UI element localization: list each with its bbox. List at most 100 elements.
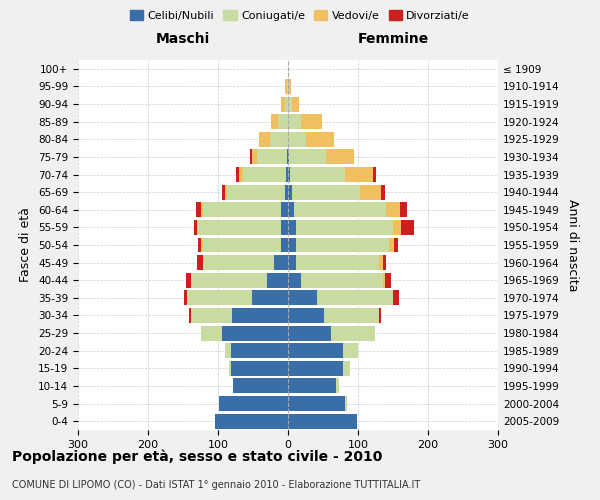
Bar [296, 238, 389, 252]
Bar [277, 114, 288, 129]
Bar [386, 202, 400, 218]
Bar [230, 361, 288, 376]
Bar [286, 167, 288, 182]
Bar [288, 308, 325, 323]
Bar [225, 343, 230, 358]
Bar [389, 238, 394, 252]
Bar [199, 220, 281, 235]
Bar [235, 167, 239, 182]
Legend: Celibi/Nubili, Coniugati/e, Vedovi/e, Divorziati/e: Celibi/Nubili, Coniugati/e, Vedovi/e, Di… [125, 6, 475, 25]
Bar [346, 396, 347, 411]
Bar [373, 167, 376, 182]
Bar [281, 238, 288, 252]
Bar [281, 202, 288, 218]
Bar [281, 220, 288, 235]
Bar [360, 184, 381, 200]
Bar [288, 290, 317, 306]
Bar [242, 167, 286, 182]
Bar [335, 378, 339, 394]
Bar [197, 255, 203, 270]
Bar [196, 202, 201, 218]
Bar [288, 132, 306, 147]
Bar [301, 273, 383, 287]
Bar [317, 290, 393, 306]
Bar [343, 361, 350, 376]
Bar [230, 343, 288, 358]
Bar [187, 290, 251, 306]
Bar [292, 96, 299, 112]
Bar [288, 378, 335, 394]
Bar [288, 96, 292, 112]
Bar [203, 202, 281, 218]
Bar [215, 414, 288, 428]
Bar [271, 114, 277, 129]
Bar [293, 202, 386, 218]
Bar [400, 202, 407, 218]
Text: Femmine: Femmine [358, 32, 428, 46]
Bar [289, 79, 291, 94]
Bar [290, 167, 345, 182]
Bar [288, 184, 292, 200]
Bar [191, 308, 232, 323]
Bar [285, 79, 287, 94]
Bar [393, 220, 401, 235]
Bar [292, 184, 360, 200]
Bar [284, 184, 288, 200]
Bar [288, 255, 296, 270]
Bar [233, 378, 288, 394]
Bar [232, 308, 288, 323]
Bar [331, 326, 375, 340]
Bar [186, 273, 191, 287]
Bar [197, 220, 199, 235]
Bar [284, 96, 288, 112]
Bar [184, 290, 187, 306]
Bar [201, 202, 203, 218]
Bar [288, 202, 293, 218]
Bar [383, 255, 386, 270]
Bar [345, 167, 373, 182]
Bar [288, 114, 301, 129]
Bar [274, 255, 288, 270]
Bar [203, 255, 274, 270]
Bar [288, 220, 296, 235]
Bar [401, 220, 414, 235]
Bar [383, 273, 385, 287]
Bar [288, 79, 289, 94]
Bar [250, 150, 251, 164]
Bar [289, 150, 326, 164]
Bar [200, 326, 221, 340]
Bar [288, 343, 343, 358]
Bar [288, 167, 290, 182]
Bar [257, 150, 287, 164]
Bar [288, 238, 296, 252]
Bar [270, 132, 288, 147]
Bar [251, 150, 257, 164]
Bar [288, 396, 346, 411]
Bar [267, 273, 288, 287]
Y-axis label: Anni di nascita: Anni di nascita [566, 198, 579, 291]
Bar [287, 150, 288, 164]
Text: COMUNE DI LIPOMO (CO) - Dati ISTAT 1° gennaio 2010 - Elaborazione TUTTITALIA.IT: COMUNE DI LIPOMO (CO) - Dati ISTAT 1° ge… [12, 480, 420, 490]
Bar [191, 273, 267, 287]
Bar [287, 79, 288, 94]
Bar [281, 96, 284, 112]
Bar [193, 220, 197, 235]
Text: Popolazione per età, sesso e stato civile - 2010: Popolazione per età, sesso e stato civil… [12, 450, 382, 464]
Bar [288, 326, 331, 340]
Bar [379, 308, 381, 323]
Bar [288, 414, 356, 428]
Bar [306, 132, 334, 147]
Bar [394, 238, 398, 252]
Bar [203, 238, 281, 252]
Bar [220, 396, 288, 411]
Bar [259, 132, 270, 147]
Bar [379, 255, 383, 270]
Bar [227, 184, 284, 200]
Bar [198, 238, 201, 252]
Bar [251, 290, 288, 306]
Bar [301, 114, 322, 129]
Bar [296, 255, 379, 270]
Bar [326, 150, 354, 164]
Bar [190, 308, 191, 323]
Bar [221, 184, 225, 200]
